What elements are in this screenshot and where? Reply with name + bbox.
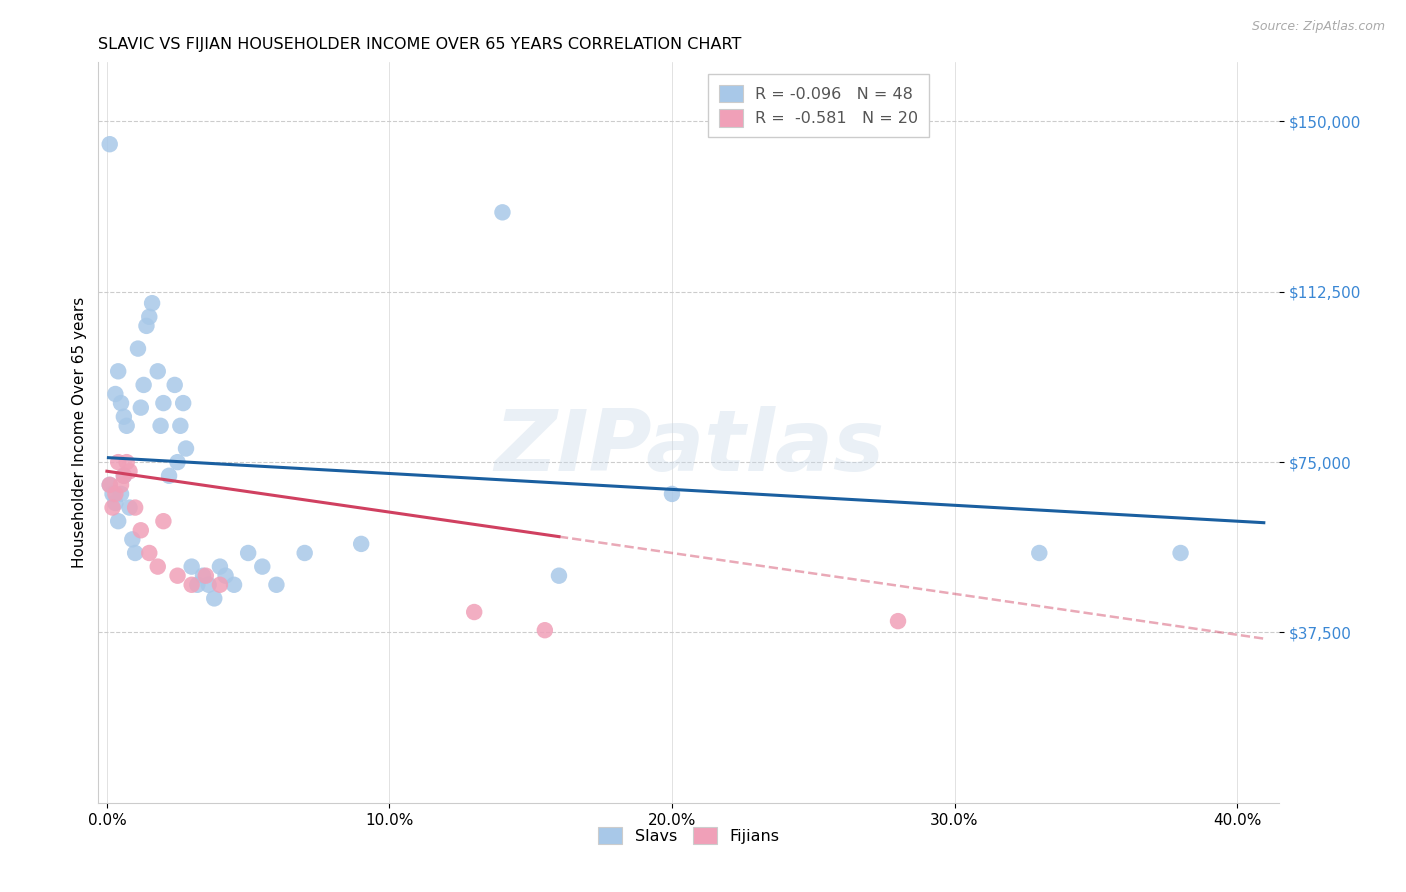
Point	[98, 478, 121, 492]
Text: ZIPatlas: ZIPatlas	[494, 406, 884, 489]
Point	[124, 500, 146, 515]
Point	[180, 559, 202, 574]
Point	[194, 568, 217, 582]
Point	[463, 605, 485, 619]
Point	[107, 364, 129, 378]
Point	[146, 559, 169, 574]
Point	[146, 364, 169, 378]
Point	[107, 455, 129, 469]
Point	[266, 578, 288, 592]
Point	[169, 418, 191, 433]
Text: Source: ZipAtlas.com: Source: ZipAtlas.com	[1251, 20, 1385, 33]
Point	[124, 546, 146, 560]
Point	[132, 378, 155, 392]
Point	[152, 396, 174, 410]
Point	[186, 578, 208, 592]
Point	[112, 409, 135, 424]
Point	[101, 500, 124, 515]
Point	[180, 578, 202, 592]
Point	[887, 614, 910, 628]
Point	[1028, 546, 1050, 560]
Y-axis label: Householder Income Over 65 years: Householder Income Over 65 years	[72, 297, 87, 568]
Point	[191, 568, 214, 582]
Point	[166, 455, 188, 469]
Point	[350, 537, 373, 551]
Point	[491, 205, 513, 219]
Point	[129, 523, 152, 537]
Legend: Slavs, Fijians: Slavs, Fijians	[592, 820, 786, 850]
Point	[104, 496, 127, 510]
Point	[115, 418, 138, 433]
Point	[112, 468, 135, 483]
Point	[157, 468, 180, 483]
Point	[149, 418, 172, 433]
Point	[110, 396, 132, 410]
Point	[174, 442, 197, 456]
Point	[294, 546, 316, 560]
Point	[1170, 546, 1192, 560]
Point	[141, 296, 163, 310]
Point	[214, 568, 236, 582]
Point	[135, 318, 157, 333]
Point	[104, 387, 127, 401]
Point	[118, 500, 141, 515]
Point	[118, 464, 141, 478]
Point	[101, 487, 124, 501]
Point	[98, 478, 121, 492]
Point	[202, 591, 225, 606]
Point	[661, 487, 683, 501]
Point	[252, 559, 274, 574]
Point	[121, 533, 143, 547]
Point	[138, 310, 160, 324]
Point	[163, 378, 186, 392]
Point	[238, 546, 260, 560]
Point	[115, 455, 138, 469]
Point	[208, 559, 231, 574]
Point	[127, 342, 149, 356]
Point	[152, 514, 174, 528]
Point	[172, 396, 194, 410]
Point	[110, 487, 132, 501]
Point	[129, 401, 152, 415]
Point	[138, 546, 160, 560]
Point	[98, 137, 121, 152]
Point	[534, 624, 557, 638]
Point	[548, 568, 571, 582]
Point	[222, 578, 245, 592]
Text: SLAVIC VS FIJIAN HOUSEHOLDER INCOME OVER 65 YEARS CORRELATION CHART: SLAVIC VS FIJIAN HOUSEHOLDER INCOME OVER…	[98, 37, 742, 52]
Point	[110, 478, 132, 492]
Point	[112, 468, 135, 483]
Point	[208, 578, 231, 592]
Point	[166, 568, 188, 582]
Point	[104, 487, 127, 501]
Point	[107, 514, 129, 528]
Point	[197, 578, 219, 592]
